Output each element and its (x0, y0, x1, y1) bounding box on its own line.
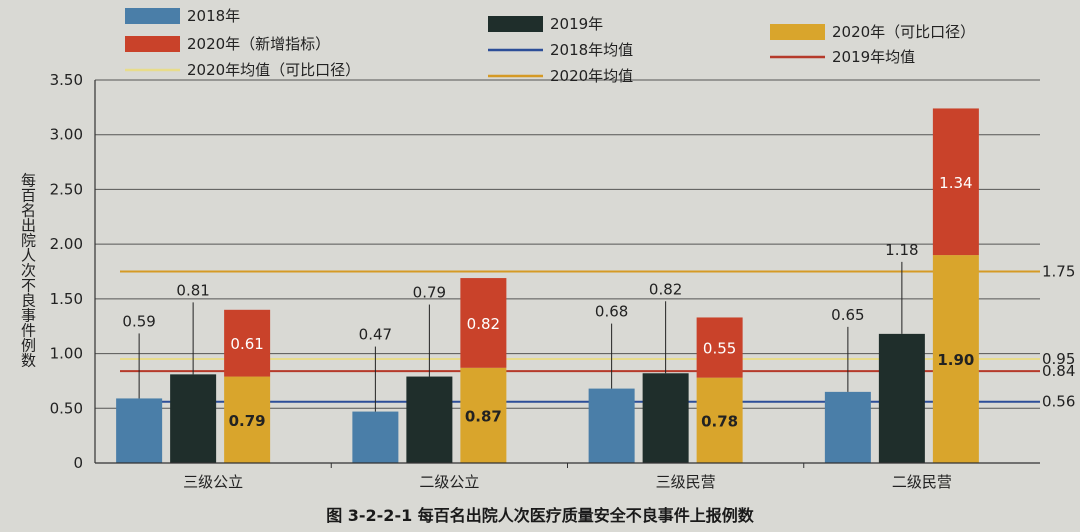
y-tick-label: 1.00 (50, 345, 83, 363)
bar-2019 (406, 376, 453, 463)
bar-2020-comparable (696, 377, 743, 463)
x-tick-label: 三级公立 (183, 473, 243, 491)
legend-label: 2020年（可比口径） (832, 23, 975, 41)
data-label: 0.55 (703, 340, 736, 358)
data-labels: 0.59 0.81 0.79 0.61 0.47 0.79 0.87 0.82 0.68 0.82… (122, 174, 974, 431)
data-label: 0.59 (122, 312, 155, 330)
legend-label: 2020年（新增指标） (187, 35, 330, 53)
y-tick-label: 0.50 (50, 399, 83, 417)
bars (116, 108, 979, 463)
bar-2019 (642, 373, 689, 463)
data-label: 0.78 (701, 412, 738, 430)
legend-label: 2020年均值（可比口径） (187, 61, 360, 79)
legend-swatch (125, 36, 180, 52)
y-axis-label: 每百名出院人次不良事件例数 (19, 173, 37, 368)
data-label: 0.82 (649, 280, 682, 298)
y-tick-label: 2.50 (50, 180, 83, 198)
reference-lines: 0.56 0.84 1.75 0.95 (120, 263, 1075, 411)
y-tick-label: 3.50 (50, 71, 83, 89)
chart-title: 图 3-2-2-1 每百名出院人次医疗质量安全不良事件上报例数 (326, 506, 755, 525)
data-label: 0.82 (467, 315, 500, 333)
y-tick-label: 2.00 (50, 235, 83, 253)
y-tick-label: 3.00 (50, 126, 83, 144)
bar-2020-new (460, 278, 507, 368)
legend-label: 2019年均值 (832, 48, 915, 66)
legend-swatch (770, 24, 825, 40)
legend-label: 2019年 (550, 15, 603, 33)
legend: 2018年 2020年（新增指标） 2020年均值（可比口径） 2019年 2018年均… (125, 7, 975, 85)
reference-line-label: 0.56 (1042, 393, 1075, 411)
data-label: 0.81 (176, 281, 209, 299)
data-label: 0.47 (359, 326, 392, 344)
data-label: 0.79 (229, 412, 266, 430)
axes: 0 0.50 1.00 1.50 2.00 2.50 3.00 3.50 三级公立 二级公立 三级民… (50, 71, 1040, 491)
bar-2020-new (224, 309, 271, 377)
x-tick-label: 三级民营 (656, 473, 716, 491)
data-label: 0.79 (413, 284, 446, 302)
legend-label: 2018年均值 (550, 41, 633, 59)
legend-label: 2018年 (187, 7, 240, 25)
data-label: 1.90 (937, 351, 974, 369)
bar-2019 (170, 374, 217, 463)
legend-swatch (488, 16, 543, 32)
bar-2020-comparable (460, 367, 507, 463)
bar-2020-new (696, 317, 743, 378)
bar-2020-comparable (224, 376, 271, 463)
x-tick-label: 二级公立 (419, 473, 479, 491)
bar-2018 (824, 391, 871, 463)
y-tick-label: 1.50 (50, 290, 83, 308)
bar-2019 (878, 333, 925, 463)
reference-line-label: 1.75 (1042, 263, 1075, 281)
bar-2018 (116, 398, 163, 463)
legend-swatch (125, 8, 180, 24)
data-label: 0.68 (595, 303, 628, 321)
y-tick-label: 0 (73, 454, 83, 472)
data-label: 0.87 (465, 407, 502, 425)
x-tick-label: 二级民营 (892, 473, 952, 491)
data-label: 0.65 (831, 306, 864, 324)
bar-2018 (588, 388, 635, 463)
data-label: 1.18 (885, 241, 918, 259)
bar-2020-new (932, 108, 979, 256)
reference-line-label: 0.95 (1042, 350, 1075, 368)
reference-line-label: 0.84 (1042, 362, 1075, 380)
data-label: 1.34 (939, 174, 972, 192)
bar-2018 (352, 411, 399, 463)
legend-label: 2020年均值 (550, 67, 633, 85)
data-label: 0.61 (230, 335, 263, 353)
bar-2020-comparable (932, 255, 979, 463)
